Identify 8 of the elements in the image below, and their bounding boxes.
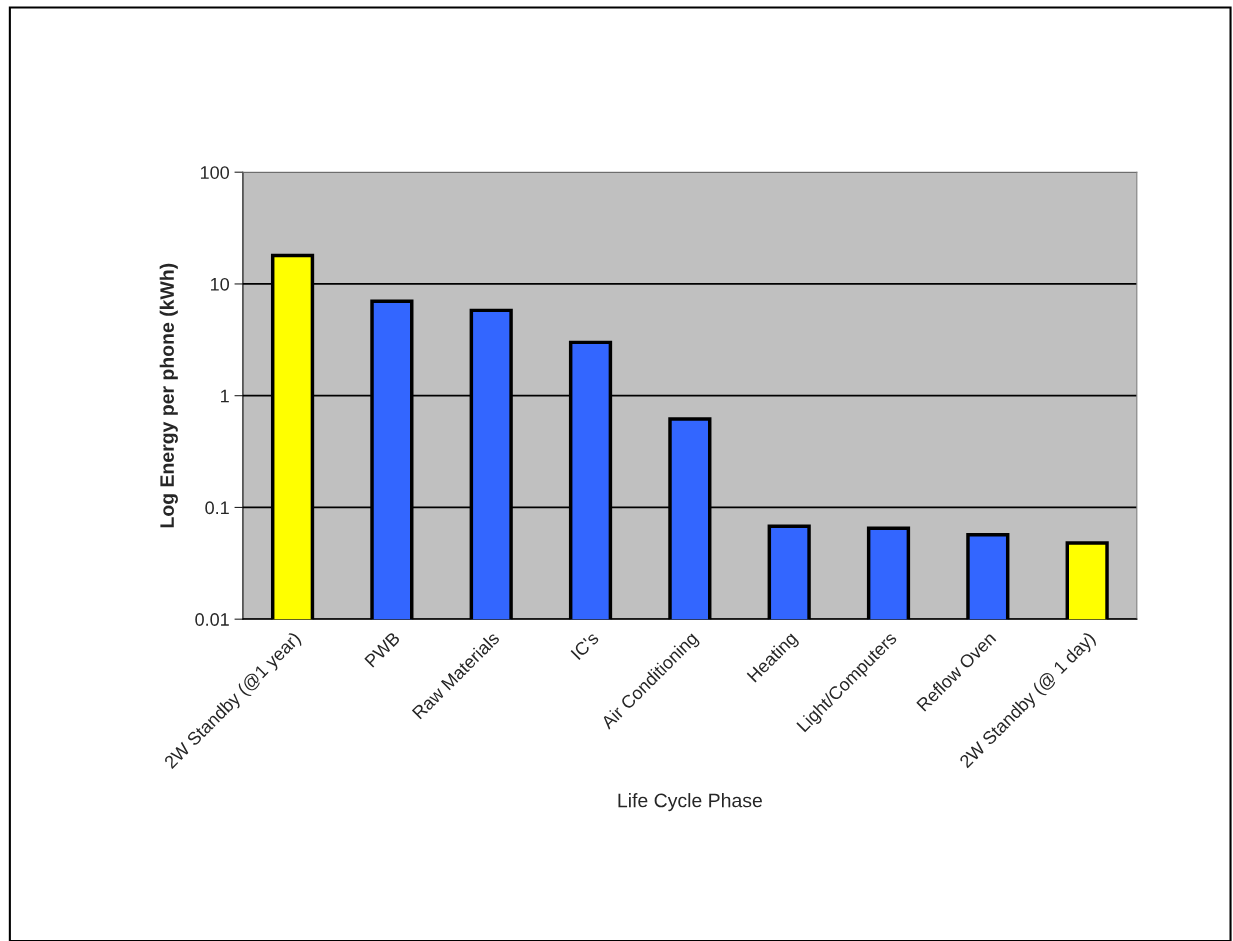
x-tick-label: IC's xyxy=(570,631,600,661)
y-tick-label: 10 xyxy=(211,277,229,291)
x-axis-title: Life Cycle Phase xyxy=(618,793,762,812)
y-tick-label: 1 xyxy=(221,389,229,403)
y-axis-title: Log Energy per phone (kWh) xyxy=(159,263,178,528)
y-tick-label: 0.01 xyxy=(195,613,229,626)
y-tick-label: 100 xyxy=(200,166,229,179)
y-tick-label: 0.1 xyxy=(205,501,229,515)
